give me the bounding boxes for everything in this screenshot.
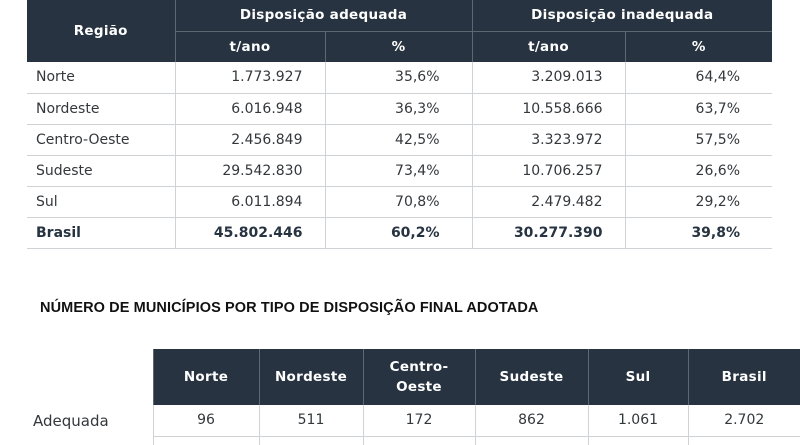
adequate-percent: 42,5% xyxy=(324,124,473,156)
region-header-sul: Sul xyxy=(587,349,688,405)
region-name: Centro-Oeste xyxy=(27,124,175,156)
inadequate-tons: 10.706.257 xyxy=(471,155,626,187)
table-cell xyxy=(152,436,259,445)
inadequate-disposal-header: Disposição inadequada xyxy=(471,0,773,32)
inadequate-tons: 3.209.013 xyxy=(471,62,626,94)
region-name: Brasil xyxy=(27,217,175,249)
row-label: Adequada xyxy=(33,411,109,430)
table-row: Norte 1.773.927 35,6% 3.209.013 64,4% xyxy=(27,62,773,94)
inadequate-percent: 57,5% xyxy=(624,124,773,156)
table-cell xyxy=(687,436,800,445)
inadequate-percent: 63,7% xyxy=(624,93,773,125)
region-header-centro-oeste: Centro-Oeste xyxy=(362,349,475,405)
adequate-percent: 70,8% xyxy=(324,186,473,218)
adequate-disposal-header: Disposição adequada xyxy=(174,0,473,32)
count-nordeste: 511 xyxy=(258,405,363,437)
adequate-percent: 35,6% xyxy=(324,62,473,94)
municipalities-table: Norte Nordeste Centro-Oeste Sudeste Sul … xyxy=(25,349,800,445)
table-row-partial xyxy=(25,436,800,445)
count-sul: 1.061 xyxy=(587,405,688,437)
count-brasil: 2.702 xyxy=(687,405,800,437)
inadequate-percent: 64,4% xyxy=(624,62,773,94)
count-centro-oeste: 172 xyxy=(362,405,475,437)
adequate-tons: 6.011.894 xyxy=(174,186,325,218)
region-header: Região xyxy=(27,0,175,62)
disposal-by-region-table: Região Disposição adequada Disposição in… xyxy=(27,0,773,249)
inadequate-tons-header: t/ano xyxy=(471,31,626,62)
table-row: Sudeste 29.542.830 73,4% 10.706.257 26,6… xyxy=(27,155,773,187)
table-row: Sul 6.011.894 70,8% 2.479.482 29,2% xyxy=(27,186,773,218)
inadequate-tons: 2.479.482 xyxy=(471,186,626,218)
table-row: Nordeste 6.016.948 36,3% 10.558.666 63,7… xyxy=(27,93,773,125)
table-cell xyxy=(474,436,588,445)
inadequate-tons: 30.277.390 xyxy=(471,217,626,249)
adequate-tons: 29.542.830 xyxy=(174,155,325,187)
adequate-tons: 6.016.948 xyxy=(174,93,325,125)
count-norte: 96 xyxy=(152,405,259,437)
adequate-percent-header: % xyxy=(324,31,473,62)
adequate-tons: 2.456.849 xyxy=(174,124,325,156)
region-name: Sul xyxy=(27,186,175,218)
inadequate-percent-header: % xyxy=(624,31,773,62)
total-row: Brasil 45.802.446 60,2% 30.277.390 39,8% xyxy=(27,217,773,249)
region-header-nordeste: Nordeste xyxy=(258,349,363,405)
table-cell xyxy=(258,436,363,445)
adequate-percent: 73,4% xyxy=(324,155,473,187)
inadequate-tons: 3.323.972 xyxy=(471,124,626,156)
inadequate-tons: 10.558.666 xyxy=(471,93,626,125)
region-header-centro-oeste-label: Centro-Oeste xyxy=(389,359,449,395)
region-header-sudeste: Sudeste xyxy=(474,349,588,405)
adequate-percent: 36,3% xyxy=(324,93,473,125)
region-name: Sudeste xyxy=(27,155,175,187)
inadequate-percent: 26,6% xyxy=(624,155,773,187)
adequate-tons: 1.773.927 xyxy=(174,62,325,94)
empty-corner-cell xyxy=(25,349,153,405)
table-row: Adequada 96 511 172 862 1.061 2.702 xyxy=(25,405,800,437)
inadequate-percent: 29,2% xyxy=(624,186,773,218)
table-row: Centro-Oeste 2.456.849 42,5% 3.323.972 5… xyxy=(27,124,773,156)
inadequate-percent: 39,8% xyxy=(624,217,773,249)
region-name: Nordeste xyxy=(27,93,175,125)
table-cell xyxy=(587,436,688,445)
adequate-percent: 60,2% xyxy=(324,217,473,249)
region-header-norte: Norte xyxy=(152,349,259,405)
count-sudeste: 862 xyxy=(474,405,588,437)
adequate-tons: 45.802.446 xyxy=(174,217,325,249)
table-cell xyxy=(362,436,475,445)
region-header-brasil: Brasil xyxy=(687,349,800,405)
region-name: Norte xyxy=(27,62,175,94)
section-title: NÚMERO DE MUNICÍPIOS POR TIPO DE DISPOSI… xyxy=(40,300,539,316)
row-label xyxy=(25,436,153,445)
adequate-tons-header: t/ano xyxy=(174,31,325,62)
